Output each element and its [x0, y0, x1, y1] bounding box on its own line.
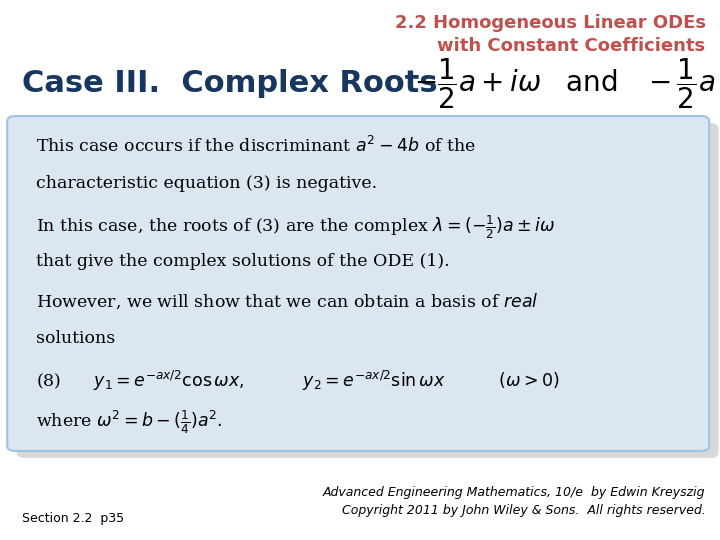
Text: 2.2 Homogeneous Linear ODEs
with Constant Coefficients: 2.2 Homogeneous Linear ODEs with Constan… [395, 14, 706, 55]
Text: (8)      $y_1 = e^{-ax/2}\cos \omega x,$          $y_2 = e^{-ax/2}\sin \omega x$: (8) $y_1 = e^{-ax/2}\cos \omega x,$ $y_2… [36, 369, 559, 394]
FancyBboxPatch shape [17, 123, 719, 458]
Text: characteristic equation (3) is negative.: characteristic equation (3) is negative. [36, 175, 377, 192]
Text: $-\dfrac{1}{2}a + i\omega\;$  and  $\;-\dfrac{1}{2}a - i\omega$: $-\dfrac{1}{2}a + i\omega\;$ and $\;-\df… [414, 56, 720, 111]
Text: This case occurs if the discriminant $a^2 - 4b$ of the: This case occurs if the discriminant $a^… [36, 136, 476, 156]
Text: where $\omega^2 = b - (\frac{1}{4})a^2.$: where $\omega^2 = b - (\frac{1}{4})a^2.$ [36, 408, 222, 436]
Text: Section 2.2  p35: Section 2.2 p35 [22, 512, 124, 525]
Text: However, we will show that we can obtain a basis of $\mathit{real}$: However, we will show that we can obtain… [36, 292, 539, 311]
Text: solutions: solutions [36, 330, 115, 347]
Text: that give the complex solutions of the ODE (1).: that give the complex solutions of the O… [36, 253, 449, 269]
Text: In this case, the roots of (3) are the complex $\lambda = (-\frac{1}{2})a \pm i\: In this case, the roots of (3) are the c… [36, 214, 555, 241]
FancyBboxPatch shape [7, 116, 709, 451]
Text: Advanced Engineering Mathematics, 10/e  by Edwin Kreyszig
Copyright 2011 by John: Advanced Engineering Mathematics, 10/e b… [323, 487, 706, 517]
Text: Case III.  Complex Roots: Case III. Complex Roots [22, 69, 437, 98]
